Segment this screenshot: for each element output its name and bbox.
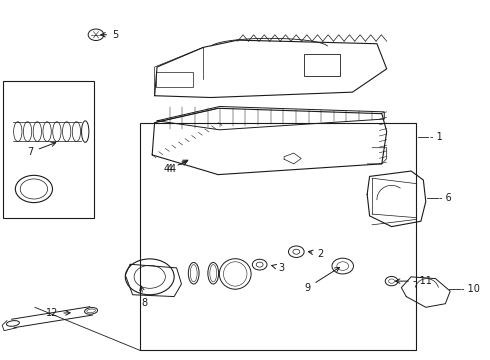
Text: 7: 7 xyxy=(27,142,56,157)
Text: - 1: - 1 xyxy=(430,132,442,142)
Bar xyxy=(140,123,416,350)
Text: 2: 2 xyxy=(308,248,323,258)
Text: - 6: - 6 xyxy=(440,193,452,203)
Text: 4: 4 xyxy=(169,161,187,174)
Text: - 10: - 10 xyxy=(461,284,480,294)
Bar xyxy=(304,54,340,76)
Text: 9: 9 xyxy=(305,267,340,293)
Text: 3: 3 xyxy=(272,263,284,273)
Bar xyxy=(3,81,94,218)
Text: - 11: - 11 xyxy=(413,276,432,286)
Text: 8: 8 xyxy=(140,286,148,308)
Text: 5: 5 xyxy=(101,30,119,40)
Text: 4: 4 xyxy=(163,164,169,174)
Text: 12: 12 xyxy=(46,309,70,318)
Bar xyxy=(156,72,193,87)
Text: 4: 4 xyxy=(167,160,188,174)
